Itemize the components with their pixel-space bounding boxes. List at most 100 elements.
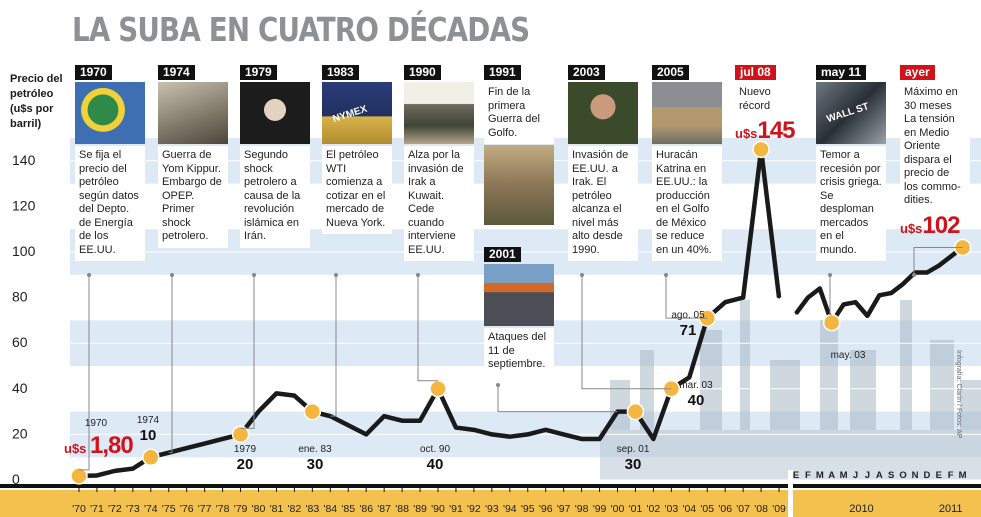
x-axis-band: [0, 490, 981, 517]
x-tick-label: '75: [162, 503, 176, 515]
y-tick-label: 0: [12, 471, 20, 487]
x-tick-label: '00: [611, 503, 625, 515]
data-point: [778, 296, 781, 299]
month-tick-label: M: [840, 470, 848, 481]
event-description: Temor a recesión por crisis griega. Se d…: [816, 146, 886, 261]
y-tick-label: 80: [12, 289, 28, 305]
event-box: 1983 NYMEX El petróleo WTI comienza a coti…: [322, 63, 392, 234]
data-point: [580, 437, 583, 440]
refinery-tower: [740, 300, 750, 480]
leader-line: [665, 275, 708, 319]
data-point: [185, 447, 188, 450]
leader-line: [240, 275, 255, 429]
data-point: [925, 271, 928, 274]
y-axis-label-line: barril): [10, 118, 42, 130]
event-year: ayer: [900, 65, 935, 80]
x-tick-label: '83: [306, 503, 320, 515]
point-label-date: ene. 83: [298, 444, 332, 455]
point-label-value: 30: [306, 456, 324, 473]
x-tick-label: '94: [503, 503, 517, 515]
point-label-date: ago. 05: [671, 310, 705, 321]
month-tick-label: O: [899, 470, 906, 481]
point-label-date: mar. 03: [679, 380, 713, 391]
record-price: u$s102: [900, 212, 970, 240]
highlight-marker: [231, 425, 250, 444]
x-tick-label: '77: [198, 503, 212, 515]
event-description: Guerra de Yom Kippur. Embargo de OPEP. P…: [158, 146, 228, 248]
month-tick-label: M: [959, 470, 967, 481]
month-tick-label: J: [853, 470, 858, 481]
x-tick-label: '88: [395, 503, 409, 515]
cleric-portrait-photo: [240, 82, 310, 144]
event-description: Nuevo récord: [735, 83, 805, 117]
data-point: [890, 292, 893, 295]
leader-line: [913, 246, 963, 275]
highlight-marker: [429, 380, 447, 398]
point-label-date: sep. 01: [616, 444, 650, 455]
event-description: Huracán Katrina en EE.UU.: la producción…: [652, 146, 722, 261]
x-tick-label: '74: [144, 503, 158, 515]
event-box: 2001 Ataques del 11 de septiembre.: [484, 245, 554, 376]
event-box: 1979 Segundo shock petrolero a causa de l…: [240, 63, 310, 248]
event-year: 1991: [484, 65, 521, 80]
x-tick-label: '86: [359, 503, 373, 515]
event-year: may 11: [816, 65, 867, 80]
data-point: [878, 294, 881, 297]
event-year: 1970: [75, 65, 112, 80]
data-point: [526, 433, 529, 436]
leader-dot: [496, 383, 500, 387]
energy-department-seal-photo: [75, 82, 145, 144]
data-point: [490, 433, 493, 436]
x-tick-label: '98: [575, 503, 589, 515]
data-point: [221, 437, 224, 440]
leader-dot: [170, 273, 174, 277]
tank-smoke-photo: [404, 82, 474, 144]
x-tick-label: '99: [593, 503, 607, 515]
start-price-label: u$s 1,80: [64, 432, 134, 460]
event-description: Máximo en 30 meses La tensión en Medio O…: [900, 83, 970, 212]
y-tick-label: 140: [12, 152, 36, 168]
month-tick-label: F: [948, 470, 954, 481]
data-point: [544, 428, 547, 431]
data-point: [293, 394, 296, 397]
leader-line: [829, 275, 832, 316]
highlight-marker: [303, 402, 322, 421]
x-tick-label: '03: [665, 503, 679, 515]
leader-dot: [334, 273, 338, 277]
highlight-marker: [626, 402, 645, 421]
month-tick-label: E: [793, 470, 799, 481]
data-point: [365, 433, 368, 436]
data-point: [902, 282, 905, 285]
month-tick-label: F: [805, 470, 811, 481]
data-point: [854, 301, 857, 304]
saddam-portrait-photo: [568, 82, 638, 144]
event-year: 2001: [484, 247, 521, 262]
record-price-value: 145: [757, 117, 795, 144]
x-tick-label: '08: [754, 503, 768, 515]
year-group-label: 2010: [849, 503, 873, 515]
y-axis-label-line: (u$s por: [10, 103, 54, 115]
point-label-value: 30: [624, 456, 642, 473]
leader-dot: [664, 273, 668, 277]
event-description: El petróleo WTI comienza a cotizar en el…: [322, 146, 392, 234]
x-tick-label: '82: [288, 503, 302, 515]
month-tick-label: A: [876, 470, 883, 481]
data-point: [562, 433, 565, 436]
x-tick-label: '85: [341, 503, 355, 515]
y-tick-label: 20: [12, 425, 28, 441]
x-tick-label: '73: [126, 503, 140, 515]
start-price-value: 1,80: [90, 432, 134, 459]
data-point: [937, 264, 940, 267]
point-label-date: oct. 90: [419, 444, 451, 455]
x-tick-label: '87: [377, 503, 391, 515]
month-tick-label: S: [888, 470, 894, 481]
y-tick-label: 120: [12, 197, 36, 213]
data-point: [113, 469, 116, 472]
leader-dot: [252, 273, 256, 277]
leader-dot: [828, 273, 832, 277]
data-point: [508, 435, 511, 438]
record-price-prefix: u$s: [735, 126, 758, 141]
event-box: 1974 Guerra de Yom Kippur. Embargo de OPE…: [158, 63, 228, 248]
leader-dot: [87, 273, 91, 277]
nymex-trading-floor-photo: NYMEX: [322, 82, 392, 144]
